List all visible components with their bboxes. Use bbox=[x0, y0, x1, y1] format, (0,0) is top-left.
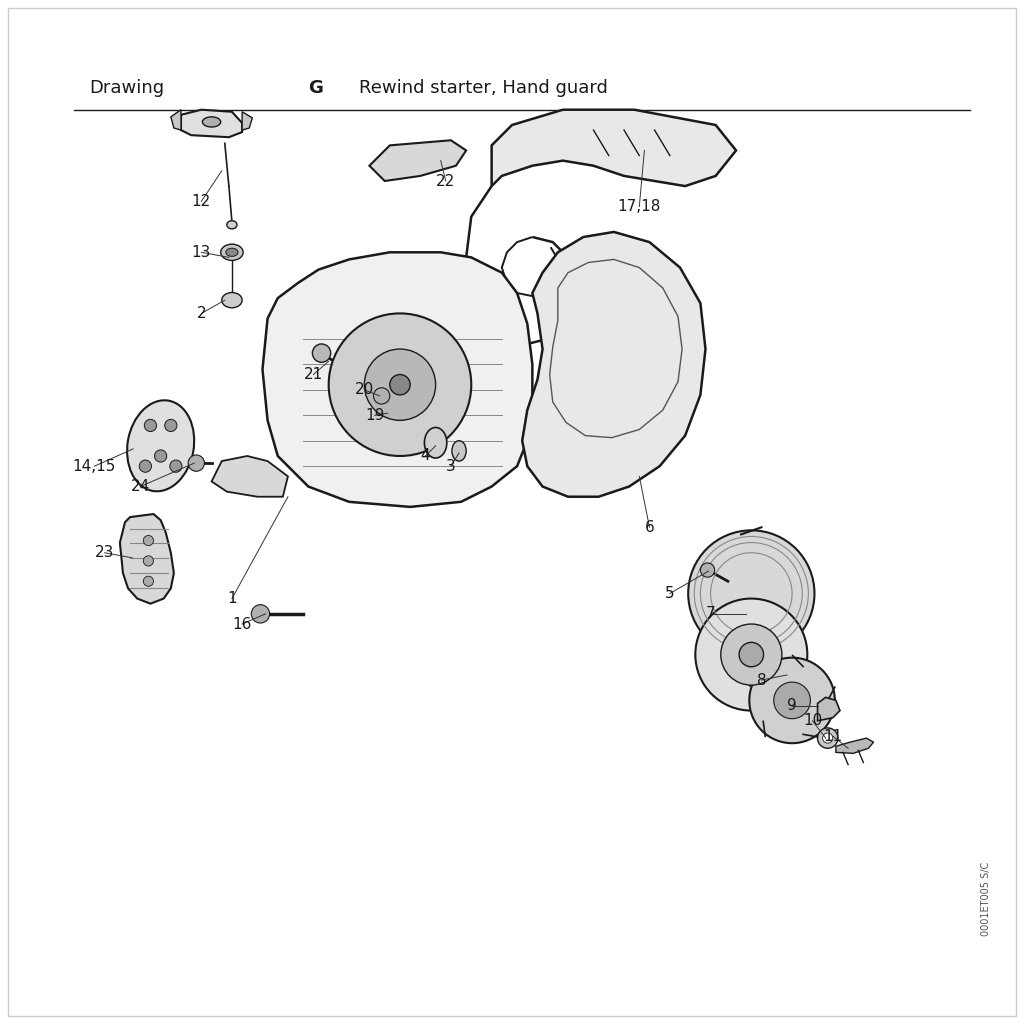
Polygon shape bbox=[370, 140, 466, 181]
Text: 12: 12 bbox=[191, 194, 211, 209]
Text: 0001ET005 S/C: 0001ET005 S/C bbox=[981, 862, 990, 936]
Circle shape bbox=[139, 460, 152, 472]
Ellipse shape bbox=[127, 400, 195, 492]
Ellipse shape bbox=[452, 440, 466, 461]
Circle shape bbox=[374, 388, 390, 404]
Polygon shape bbox=[242, 112, 252, 130]
Circle shape bbox=[251, 605, 269, 623]
Ellipse shape bbox=[226, 248, 238, 256]
Polygon shape bbox=[492, 110, 736, 186]
Text: 8: 8 bbox=[757, 673, 766, 687]
Circle shape bbox=[390, 375, 411, 395]
Circle shape bbox=[143, 556, 154, 566]
Circle shape bbox=[144, 419, 157, 431]
Text: 23: 23 bbox=[95, 545, 115, 560]
Polygon shape bbox=[171, 110, 181, 130]
Text: 4: 4 bbox=[421, 449, 430, 464]
Circle shape bbox=[312, 344, 331, 362]
Polygon shape bbox=[262, 252, 532, 507]
Circle shape bbox=[739, 642, 764, 667]
Circle shape bbox=[774, 682, 810, 719]
Polygon shape bbox=[212, 456, 288, 497]
Text: 10: 10 bbox=[803, 714, 822, 728]
Polygon shape bbox=[181, 110, 242, 137]
Text: 22: 22 bbox=[436, 173, 456, 188]
Text: 13: 13 bbox=[191, 245, 211, 260]
Circle shape bbox=[695, 599, 807, 711]
Circle shape bbox=[721, 624, 782, 685]
Ellipse shape bbox=[227, 221, 237, 229]
Circle shape bbox=[817, 728, 838, 749]
Text: 20: 20 bbox=[354, 382, 374, 397]
Text: 19: 19 bbox=[365, 408, 384, 423]
Circle shape bbox=[329, 313, 471, 456]
Circle shape bbox=[188, 455, 205, 471]
Circle shape bbox=[700, 563, 715, 578]
Text: Drawing: Drawing bbox=[89, 79, 165, 97]
Polygon shape bbox=[836, 738, 873, 754]
Circle shape bbox=[143, 536, 154, 546]
Text: 9: 9 bbox=[787, 698, 797, 713]
Ellipse shape bbox=[424, 427, 446, 458]
Text: 6: 6 bbox=[645, 520, 654, 535]
Text: 3: 3 bbox=[446, 459, 456, 474]
Text: 2: 2 bbox=[197, 306, 206, 321]
Circle shape bbox=[822, 733, 833, 743]
Text: Rewind starter, Hand guard: Rewind starter, Hand guard bbox=[359, 79, 608, 97]
Ellipse shape bbox=[203, 117, 221, 127]
Circle shape bbox=[143, 577, 154, 587]
Text: 21: 21 bbox=[304, 367, 323, 382]
Circle shape bbox=[165, 419, 177, 431]
Circle shape bbox=[365, 349, 435, 420]
Text: 17,18: 17,18 bbox=[617, 199, 662, 214]
Text: 11: 11 bbox=[823, 728, 843, 743]
Polygon shape bbox=[120, 514, 174, 604]
Text: 16: 16 bbox=[232, 616, 252, 632]
Circle shape bbox=[170, 460, 182, 472]
Ellipse shape bbox=[222, 293, 242, 308]
Text: 1: 1 bbox=[227, 591, 237, 606]
Circle shape bbox=[155, 450, 167, 462]
Polygon shape bbox=[522, 231, 706, 497]
Text: 14,15: 14,15 bbox=[73, 459, 116, 474]
Polygon shape bbox=[817, 697, 840, 721]
Text: 7: 7 bbox=[706, 606, 716, 622]
Text: G: G bbox=[308, 79, 324, 97]
Circle shape bbox=[688, 530, 814, 656]
Text: 5: 5 bbox=[665, 586, 675, 601]
Circle shape bbox=[750, 657, 835, 743]
Ellipse shape bbox=[221, 244, 243, 260]
Text: 24: 24 bbox=[131, 479, 150, 494]
